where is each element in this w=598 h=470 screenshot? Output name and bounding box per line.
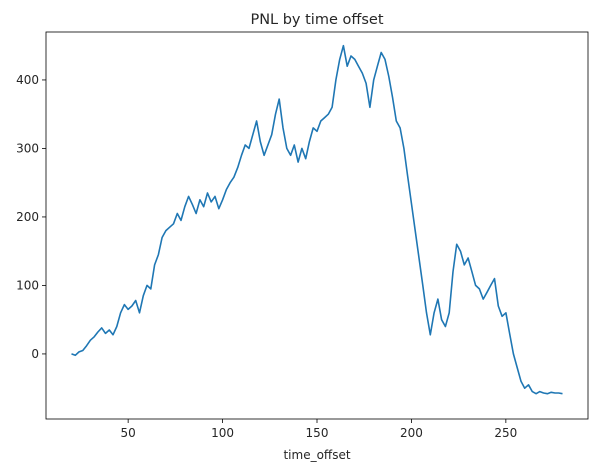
x-tick-label: 250 xyxy=(494,426,517,440)
x-tick-label: 150 xyxy=(306,426,329,440)
y-tick-label: 400 xyxy=(16,73,39,87)
x-axis: 50 100 150 200 250 xyxy=(121,419,517,440)
chart-title: PNL by time offset xyxy=(250,12,383,28)
y-tick-label: 100 xyxy=(16,278,39,292)
series-layer xyxy=(71,44,563,395)
y-axis: 0 100 200 300 400 xyxy=(16,73,46,361)
x-tick-label: 100 xyxy=(211,426,234,440)
y-tick-label: 0 xyxy=(31,347,39,361)
series-line xyxy=(71,44,563,395)
x-axis-title: time_offset xyxy=(283,448,350,462)
plot-background xyxy=(46,32,588,419)
y-tick-label: 300 xyxy=(16,141,39,155)
y-tick-label: 200 xyxy=(16,210,39,224)
x-tick-label: 50 xyxy=(121,426,136,440)
x-tick-label: 200 xyxy=(400,426,423,440)
